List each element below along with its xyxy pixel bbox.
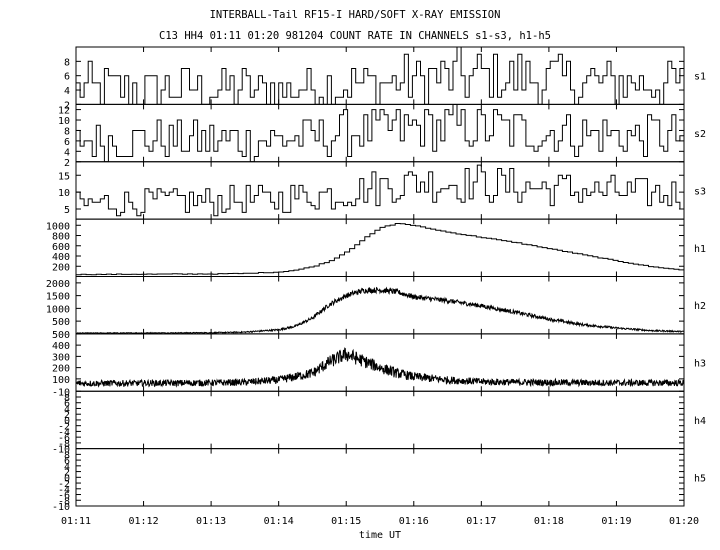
panels-group: 2468s124681012s251015s32004006008001000h…: [46, 46, 706, 513]
y-tick-label-s2-1: 4: [64, 147, 70, 158]
panel-s3: 5 10 15 s3: [58, 161, 706, 220]
y-tick-label-h1-2: 600: [52, 242, 70, 253]
channel-label-s1: s1: [694, 72, 706, 83]
y-tick-label-h5-3: -4: [58, 485, 70, 496]
y-tick-label-h3-2: 200: [52, 364, 70, 375]
y-tick-label-h5-5: 0: [64, 473, 70, 484]
y-tick-label-h5-4: -2: [58, 479, 70, 490]
y-tick-label-h5-7: 4: [64, 462, 70, 473]
y-tick-label-h4-2: -6: [58, 433, 70, 444]
x-axis-label: time UT: [359, 530, 401, 541]
y-tick-label-h1-3: 800: [52, 232, 70, 243]
x-tick-label-5: 01:16: [399, 516, 429, 527]
y-tick-label-s3-1: 10: [58, 188, 70, 199]
y-tick-label-h4-1: -8: [58, 439, 70, 450]
y-tick-label-h4-9: 8: [64, 393, 70, 404]
channel-label-h1: h1: [694, 244, 706, 255]
y-tick-label-h3-5: 500: [52, 330, 70, 341]
y-tick-label-s3-2: 15: [58, 171, 70, 182]
trace-h3: [76, 347, 684, 388]
y-tick-label-s2-2: 6: [64, 137, 70, 148]
channel-label-h2: h2: [694, 301, 706, 312]
y-tick-label-s2-0: 2: [64, 158, 70, 169]
x-tick-label-2: 01:13: [196, 516, 226, 527]
y-tick-label-h2-0: 500: [52, 317, 70, 328]
trace-h1: [76, 223, 684, 276]
y-tick-label-h4-7: 4: [64, 404, 70, 415]
y-tick-label-s1-3: 8: [64, 57, 70, 68]
x-tick-label-9: 01:20: [669, 516, 699, 527]
channel-label-h4: h4: [694, 416, 706, 427]
x-tick-label-7: 01:18: [534, 516, 564, 527]
y-tick-label-h2-3: 2000: [46, 279, 70, 290]
y-tick-label-s1-1: 4: [64, 86, 70, 97]
y-tick-label-h1-4: 1000: [46, 221, 70, 232]
y-tick-label-h3-3: 300: [52, 352, 70, 363]
channel-label-s2: s2: [694, 129, 706, 140]
y-tick-label-h4-8: 6: [64, 399, 70, 410]
y-tick-label-h5-1: -8: [58, 496, 70, 507]
y-tick-label-h3-0: -10: [52, 387, 70, 398]
y-tick-label-h4-5: 0: [64, 416, 70, 427]
y-tick-label-h4-6: 2: [64, 410, 70, 421]
y-tick-label-h4-3: -4: [58, 427, 70, 438]
y-tick-label-h1-1: 400: [52, 252, 70, 263]
x-tick-label-4: 01:15: [331, 516, 361, 527]
channel-label-s3: s3: [694, 186, 706, 197]
channel-label-h5: h5: [694, 473, 706, 484]
y-tick-label-s2-5: 12: [58, 106, 70, 117]
x-tick-label-1: 01:12: [129, 516, 159, 527]
y-tick-label-h3-4: 400: [52, 341, 70, 352]
x-axis: 01:11 01:12 01:13 01:14 01:15 01:16 01:17 01:18…: [61, 516, 699, 527]
y-tick-label-h5-6: 2: [64, 468, 70, 479]
y-tick-label-s2-3: 8: [64, 126, 70, 137]
panel-s1: 2 4 6 8 s1: [64, 46, 706, 111]
y-tick-label-h4-4: -2: [58, 422, 70, 433]
trace-s1: [76, 47, 684, 105]
chart-title: INTERBALL-Tail RF15-I HARD/SOFT X-RAY EM…: [210, 9, 501, 21]
x-tick-label-3: 01:14: [264, 516, 294, 527]
y-tick-label-s2-4: 10: [58, 116, 70, 127]
y-tick-label-h1-0: 200: [52, 262, 70, 273]
trace-h2: [76, 286, 684, 334]
y-tick-label-h5-8: 6: [64, 456, 70, 467]
y-tick-label-h4-0: -10: [52, 445, 70, 456]
y-tick-label-h5-2: -6: [58, 491, 70, 502]
channel-label-h3: h3: [694, 359, 706, 370]
x-tick-label-6: 01:17: [466, 516, 496, 527]
y-tick-label-h2-1: 1000: [46, 304, 70, 315]
y-tick-label-s1-2: 6: [64, 72, 70, 83]
x-tick-label-8: 01:19: [601, 516, 631, 527]
y-tick-label-s1-0: 2: [64, 100, 70, 111]
panel-frame-h4: [75, 390, 685, 450]
y-tick-label-h2-2: 1500: [46, 292, 70, 303]
chart-subtitle: C13 HH4 01:11 01:20 981204 COUNT RATE IN…: [159, 30, 551, 42]
y-tick-label-h3-1: 100: [52, 375, 70, 386]
y-tick-label-s3-0: 5: [64, 205, 70, 216]
trace-s3: [76, 164, 684, 217]
y-tick-label-h5-9: 8: [64, 450, 70, 461]
y-tick-label-h5-0: -10: [52, 502, 70, 513]
trace-s2: [76, 104, 684, 162]
x-tick-label-0: 01:11: [61, 516, 91, 527]
panel-frame-h5: [75, 448, 685, 507]
